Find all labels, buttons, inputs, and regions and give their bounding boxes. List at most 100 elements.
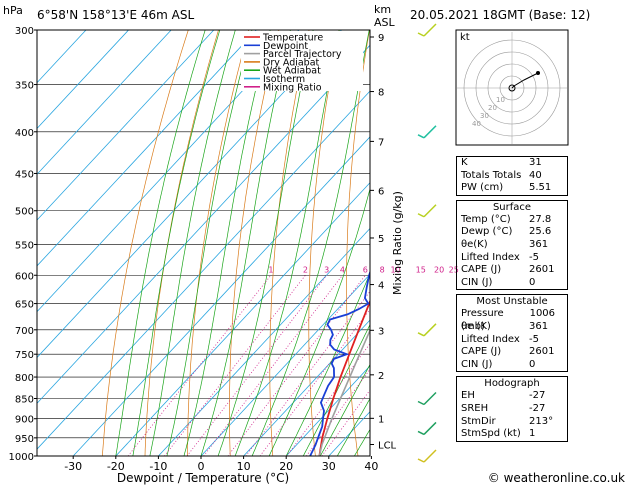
wet-adiabat (132, 30, 221, 456)
wind-barb-flag (417, 400, 425, 406)
legend-label: Temperature (262, 33, 323, 44)
mixing-ratio-line (203, 275, 343, 456)
mixing-ratio-line (186, 275, 328, 456)
isotherm (243, 319, 370, 456)
indices-panel: K 31 Totals Totals 40 PW (cm) 5.51 Surface … (456, 156, 568, 442)
index-row: θe (K) 361 (457, 321, 567, 334)
pressure-tick-label: 450 (15, 169, 34, 180)
isotherm (285, 365, 370, 456)
index-label: Temp (°C) (461, 213, 511, 225)
index-label: CAPE (J) (461, 264, 502, 276)
dry-adiabat (229, 30, 280, 456)
wet-adiabat (302, 323, 370, 456)
mixing-ratio-label: 10 (391, 265, 401, 274)
legend-bg (241, 31, 363, 91)
plot-frame (36, 29, 371, 457)
legend-label: Isotherm (263, 74, 305, 85)
index-label: SREH (461, 402, 489, 414)
hodograph-box: Hodograph EH -27 SREH -27 StmDir 213° StmSpd (… (456, 376, 568, 442)
dry-adiabat (611, 30, 629, 456)
km-tick-label: 9 (378, 33, 384, 44)
wet-adiabat (268, 187, 370, 456)
isotherm (37, 90, 370, 450)
index-row: Lifted Index -5 (457, 334, 567, 347)
legend-label: Mixing Ratio (263, 82, 322, 93)
mixing-ratio-label: 8 (380, 265, 385, 274)
hodograph-box-title: Hodograph (484, 378, 540, 390)
hodograph-ring-label: 20 (488, 104, 497, 112)
most-unstable-title: Most Unstable (476, 296, 548, 308)
index-value: 361 (529, 320, 549, 332)
index-label: CIN (J) (461, 276, 493, 288)
km-unit-label: km (374, 3, 391, 16)
wet-adiabat (166, 30, 253, 456)
index-row: Temp (°C) 27.8 (457, 214, 567, 227)
hpa-unit-label: hPa (3, 4, 23, 17)
hodograph-point (536, 71, 540, 75)
series-group (309, 269, 370, 456)
index-value: -5 (529, 333, 539, 345)
index-row: StmDir 213° (457, 416, 567, 429)
dry-adiabat (102, 30, 189, 456)
x-axis-label: Dewpoint / Temperature (°C) (117, 471, 289, 485)
mixing-ratio-line (321, 389, 370, 456)
axes-group: 3003504004505005506006507007508008509009… (9, 26, 459, 473)
pressure-tick-label: 1000 (9, 452, 34, 463)
isotherm (72, 136, 370, 456)
mixing-ratio-label: 15 (416, 265, 426, 274)
isotherm (200, 273, 370, 456)
mixing-ratio-label: 6 (363, 265, 368, 274)
index-label: Lifted Index (461, 333, 520, 345)
mixing-ratio-line (305, 368, 370, 456)
index-value: 5.51 (529, 182, 552, 194)
hodograph-unit: kt (460, 32, 470, 43)
surface-box: Surface Temp (°C) 27.8 Dewp (°C) 25.6 θe(K) 3… (456, 199, 568, 291)
index-label: StmSpd (kt) (461, 428, 521, 440)
x-tick-label: -10 (149, 460, 167, 473)
wet-adiabat (149, 30, 236, 456)
mixing-ratio-label: 20 (434, 265, 444, 274)
index-label: Pressure (mb) (461, 308, 504, 332)
wet-adiabat (183, 30, 271, 456)
index-row: CIN (J) 0 (457, 359, 567, 372)
index-value: 2601 (529, 346, 555, 358)
wind-barb (423, 204, 437, 218)
index-row: PW (cm) 5.51 (457, 182, 567, 195)
asl-unit-label: ASL (374, 16, 396, 29)
mixing-ratio-axis-label: Mixing Ratio (g/kg) (391, 191, 404, 295)
wet-adiabat (234, 30, 340, 456)
wind-barb-flag (417, 134, 425, 139)
pressure-tick-label: 350 (15, 81, 34, 92)
legend-label: Dry Adiabat (263, 57, 320, 68)
wind-barb-flag (417, 430, 425, 436)
km-tick-label: 8 (378, 88, 384, 99)
index-label: CAPE (J) (461, 346, 502, 358)
wind-barb-flag (417, 332, 425, 337)
index-value: -27 (529, 390, 546, 402)
mixing-ratio-line (227, 275, 366, 456)
index-value: 1 (529, 428, 536, 440)
x-tick-label: 20 (279, 460, 293, 473)
km-tick-label: 4 (378, 281, 384, 292)
index-value: -5 (529, 251, 539, 263)
hodograph-ring-label: 30 (480, 112, 489, 120)
index-label: StmDir (461, 415, 496, 427)
wet-adiabat (115, 30, 206, 456)
wind-barb-flag (417, 458, 425, 463)
most-unstable-box: Most Unstable Pressure (mb) 1006 θe (K) 361… (456, 294, 568, 373)
index-row: θe(K) 361 (457, 239, 567, 252)
wind-barb (423, 323, 437, 337)
pressure-tick-label: 500 (15, 207, 34, 218)
km-tick-label: 3 (378, 326, 384, 337)
pressure-tick-label: 550 (15, 240, 34, 251)
index-value: 213° (529, 415, 554, 427)
copyright: © weatheronline.co.uk (488, 471, 625, 485)
pressure-tick-label: 850 (15, 394, 34, 405)
index-label: EH (461, 390, 475, 402)
pressure-tick-label: 750 (15, 350, 34, 361)
km-tick-label: 6 (378, 186, 384, 197)
wet-adiabat (319, 363, 370, 456)
dry-adiabat (581, 30, 629, 456)
